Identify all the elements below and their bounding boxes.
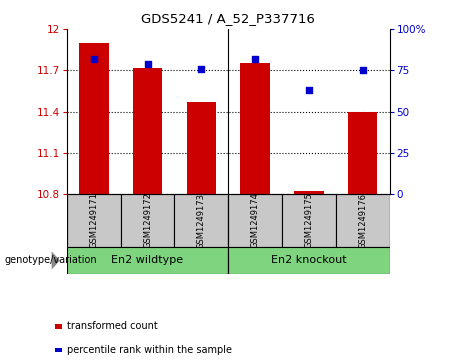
- Point: [359, 68, 366, 73]
- Bar: [79, 43, 108, 194]
- Bar: [336, 194, 390, 247]
- Bar: [67, 247, 228, 274]
- Bar: [133, 68, 162, 194]
- Point: [198, 66, 205, 72]
- Text: GSM1249172: GSM1249172: [143, 193, 152, 248]
- Text: GSM1249174: GSM1249174: [251, 193, 260, 248]
- Bar: [121, 194, 174, 247]
- Bar: [240, 64, 270, 194]
- Bar: [294, 191, 324, 194]
- Text: genotype/variation: genotype/variation: [5, 256, 97, 265]
- Bar: [282, 194, 336, 247]
- Bar: [187, 102, 216, 194]
- Bar: [67, 194, 121, 247]
- Bar: [228, 194, 282, 247]
- Text: GSM1249173: GSM1249173: [197, 192, 206, 249]
- Point: [305, 87, 313, 93]
- Bar: [348, 111, 378, 194]
- Point: [251, 56, 259, 62]
- Title: GDS5241 / A_52_P337716: GDS5241 / A_52_P337716: [141, 12, 315, 25]
- Text: GSM1249175: GSM1249175: [304, 193, 313, 248]
- Point: [144, 61, 151, 67]
- Text: GSM1249171: GSM1249171: [89, 193, 98, 248]
- Point: [90, 56, 97, 62]
- Text: percentile rank within the sample: percentile rank within the sample: [67, 345, 232, 355]
- Text: En2 wildtype: En2 wildtype: [112, 256, 183, 265]
- Bar: [228, 247, 390, 274]
- Bar: [174, 194, 228, 247]
- Text: GSM1249176: GSM1249176: [358, 192, 367, 249]
- Text: En2 knockout: En2 knockout: [271, 256, 347, 265]
- Text: transformed count: transformed count: [67, 321, 158, 331]
